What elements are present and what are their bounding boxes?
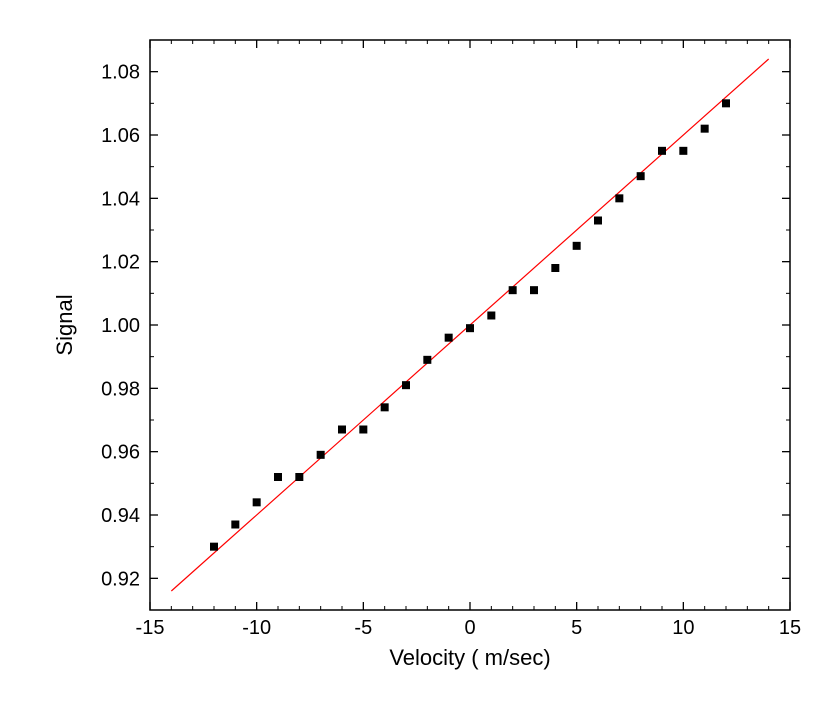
y-axis-label: Signal	[52, 294, 77, 355]
data-marker	[360, 426, 367, 433]
y-tick-label: 1.02	[101, 252, 140, 274]
y-tick-label: 1.06	[101, 125, 140, 147]
data-marker	[467, 325, 474, 332]
data-marker	[424, 356, 431, 363]
data-marker	[531, 287, 538, 294]
data-marker	[339, 426, 346, 433]
x-tick-label: -15	[136, 617, 165, 639]
data-marker	[232, 521, 239, 528]
data-marker	[723, 100, 730, 107]
x-tick-label: -5	[354, 617, 372, 639]
x-tick-label: 10	[672, 617, 694, 639]
data-marker	[296, 474, 303, 481]
data-marker	[659, 147, 666, 154]
data-marker	[253, 499, 260, 506]
y-tick-label: 0.98	[101, 378, 140, 400]
data-marker	[552, 265, 559, 272]
data-marker	[595, 217, 602, 224]
data-marker	[637, 173, 644, 180]
x-axis-label: Velocity ( m/sec)	[389, 645, 550, 670]
y-tick-label: 0.96	[101, 442, 140, 464]
data-marker	[573, 242, 580, 249]
y-tick-label: 1.00	[101, 315, 140, 337]
x-tick-label: 5	[571, 617, 582, 639]
y-tick-label: 0.94	[101, 505, 140, 527]
data-marker	[381, 404, 388, 411]
chart-container: -15 -10 -5 0 5 10 15 0.92 0.94 0.96 0.98 1.00 1.02 1.…	[0, 0, 836, 703]
data-marker	[317, 451, 324, 458]
data-marker	[445, 334, 452, 341]
chart-svg: -15 -10 -5 0 5 10 15 0.92 0.94 0.96 0.98 1.00 1.02 1.…	[0, 0, 836, 703]
x-tick-label: -10	[242, 617, 271, 639]
data-marker	[488, 312, 495, 319]
y-tick-label: 1.04	[101, 188, 140, 210]
x-tick-label: 0	[464, 617, 475, 639]
x-tick-label: 15	[779, 617, 801, 639]
chart-background	[0, 0, 836, 703]
data-marker	[275, 474, 282, 481]
data-marker	[701, 125, 708, 132]
y-tick-label: 1.08	[101, 62, 140, 84]
data-marker	[403, 382, 410, 389]
data-marker	[211, 543, 218, 550]
y-tick-label: 0.92	[101, 568, 140, 590]
data-marker	[509, 287, 516, 294]
data-marker	[680, 147, 687, 154]
data-marker	[616, 195, 623, 202]
